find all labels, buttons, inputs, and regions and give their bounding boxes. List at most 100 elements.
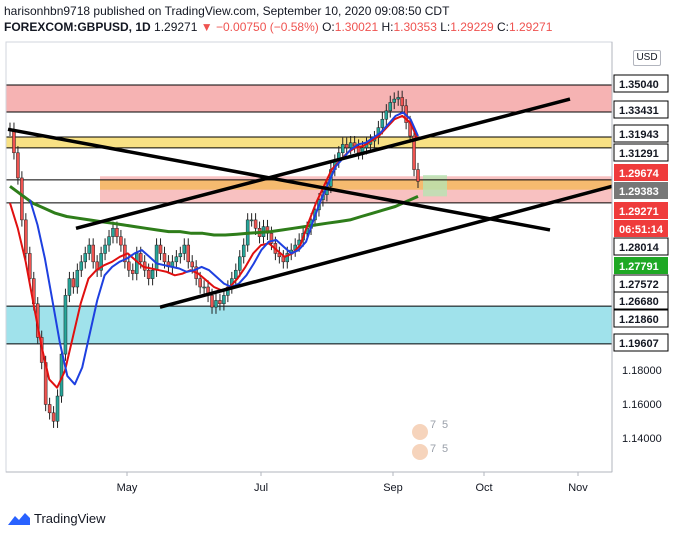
flag-icon	[412, 444, 428, 460]
footer: TradingView	[8, 511, 106, 526]
price-label-box	[613, 143, 669, 162]
price-label: 1.21860	[619, 314, 659, 326]
price-label-box	[613, 237, 669, 256]
candle-body	[158, 244, 163, 254]
price-label: 1.29674	[619, 168, 660, 180]
indicator-lines	[9, 111, 419, 389]
chart-header: harisonhbn9718 published on TradingView.…	[4, 3, 681, 35]
price-label: 1.28014	[619, 242, 660, 254]
candle-body	[348, 142, 353, 148]
watermark-glyph: 7	[430, 443, 436, 455]
candle-body	[249, 219, 254, 222]
candle-body	[340, 144, 345, 154]
candle-body	[87, 244, 91, 254]
symbol-line: FOREXCOM:GBPUSD, 1D 1.29271 ▼ −0.00750 (…	[4, 19, 681, 35]
trendlines	[7, 97, 613, 309]
open-label: O:	[322, 20, 335, 34]
symbol-name[interactable]: FOREXCOM:GBPUSD, 1D	[4, 20, 151, 34]
candle-body	[380, 118, 385, 128]
candle-body	[186, 244, 191, 263]
candle-body	[210, 295, 214, 308]
price-label-box	[614, 164, 668, 181]
price-label-box	[614, 182, 668, 199]
candle-body	[162, 253, 167, 263]
candle-body	[107, 236, 111, 246]
candle-body	[190, 261, 194, 268]
candle-body	[412, 135, 416, 170]
forecast-box	[423, 175, 447, 197]
low-label: L:	[440, 20, 451, 34]
candle-body	[83, 253, 88, 263]
candle-body	[150, 269, 155, 279]
candle-body	[392, 98, 396, 103]
axes: May Jul Sep Oct Nov 1.18000 1.16000 1.14000 1.35…	[5, 41, 669, 494]
zone-support-orange	[100, 179, 612, 190]
candle-body	[400, 97, 404, 107]
change-value: −0.00750 (−0.58%)	[216, 20, 319, 34]
candle-body	[20, 177, 24, 221]
candle-body	[24, 219, 28, 254]
y-tick-label: 1.14000	[622, 433, 662, 445]
price-label-box	[613, 100, 669, 119]
price-label: 06:51:14	[619, 224, 664, 236]
close-label: C:	[496, 20, 509, 34]
candle-body	[138, 253, 143, 263]
candle-body	[222, 295, 226, 305]
currency-button[interactable]: USD	[633, 50, 661, 66]
x-tick-label: May	[117, 482, 138, 494]
price-label: 1.27791	[619, 261, 659, 273]
tradingview-logo-icon	[8, 512, 30, 525]
candle-body	[135, 253, 139, 274]
candle-body	[131, 269, 135, 274]
candle-body	[202, 286, 206, 289]
price-label-box	[614, 202, 668, 219]
watermark-glyph: 5	[442, 443, 448, 455]
ema-blue-line	[29, 111, 419, 386]
price-label-box	[613, 74, 669, 93]
candle-body	[146, 269, 151, 279]
candle-body	[111, 228, 115, 237]
change-arrow: ▼	[200, 20, 213, 34]
candle-body	[79, 261, 84, 271]
candle-body	[178, 253, 183, 258]
candle-body	[234, 269, 238, 279]
x-tick-label: Sep	[383, 482, 403, 494]
candle-body	[269, 233, 274, 244]
price-label: 1.27572	[619, 279, 659, 291]
candle-body	[99, 253, 103, 271]
candle-body	[174, 256, 179, 263]
price-label-box	[614, 257, 668, 274]
price-label-box	[613, 333, 669, 352]
candle-body	[253, 219, 258, 229]
candle-body	[416, 169, 420, 182]
candle-body	[214, 300, 218, 308]
price-label: 1.35040	[619, 79, 659, 91]
candle-body	[182, 244, 187, 254]
zone-support-cyan	[6, 306, 612, 344]
watermark-glyph: 7	[430, 419, 436, 431]
sma-green-line	[9, 185, 419, 237]
candle-body	[12, 129, 16, 154]
high-value: 1.30353	[393, 20, 437, 34]
y-tick-label: 1.16000	[622, 399, 662, 411]
price-label: 1.19607	[619, 338, 659, 350]
flag-icon	[412, 424, 428, 440]
price-label-box	[613, 291, 669, 310]
low-value: 1.29229	[450, 20, 494, 34]
candle-body	[115, 228, 119, 237]
x-tick-label: Nov	[568, 482, 588, 494]
candle-body	[119, 236, 123, 246]
footer-brand: TradingView	[34, 511, 106, 526]
x-tick-label: Oct	[475, 482, 492, 494]
x-tick-label: Jul	[254, 482, 268, 494]
price-zones	[6, 85, 612, 344]
zone-resistance-red	[6, 85, 612, 112]
close-value: 1.29271	[508, 20, 553, 34]
price-label: 1.26680	[619, 296, 659, 308]
candle-body	[285, 253, 290, 263]
trendline-falling-resistance	[7, 127, 551, 232]
candle-body	[63, 295, 68, 355]
candle-body	[388, 102, 393, 112]
high-label: H:	[381, 20, 394, 34]
